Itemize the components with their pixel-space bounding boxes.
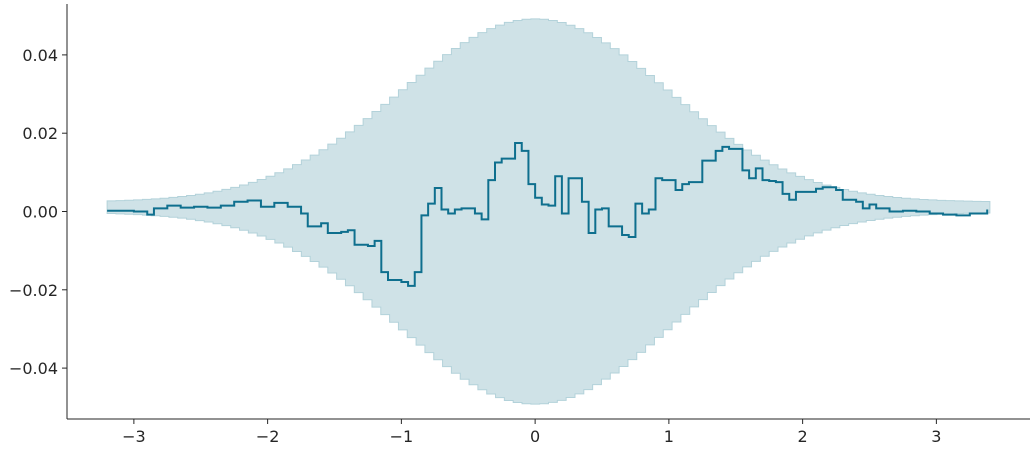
uncertainty-band [106,18,991,405]
y-tick-label: −0.04 [9,359,58,378]
x-tick-label: −2 [256,427,280,446]
y-tick-label: 0.02 [22,124,58,143]
uncertainty-band-layer [106,18,991,405]
x-tick-label: −1 [390,427,414,446]
y-tick-label: 0.04 [22,46,58,65]
y-tick-label: −0.02 [9,281,58,300]
x-ticks: −3 −2 −1 0 1 2 3 [122,419,941,446]
x-tick-label: −3 [122,427,146,446]
x-tick-label: 2 [798,427,808,446]
y-tick-label: 0.00 [22,203,58,222]
step-line-series [107,141,989,287]
y-ticks: −0.04 −0.02 0.00 0.02 0.04 [9,46,67,378]
x-tick-label: 0 [530,427,540,446]
x-tick-label: 1 [664,427,674,446]
step-line-layer [107,141,989,287]
x-tick-label: 3 [931,427,941,446]
